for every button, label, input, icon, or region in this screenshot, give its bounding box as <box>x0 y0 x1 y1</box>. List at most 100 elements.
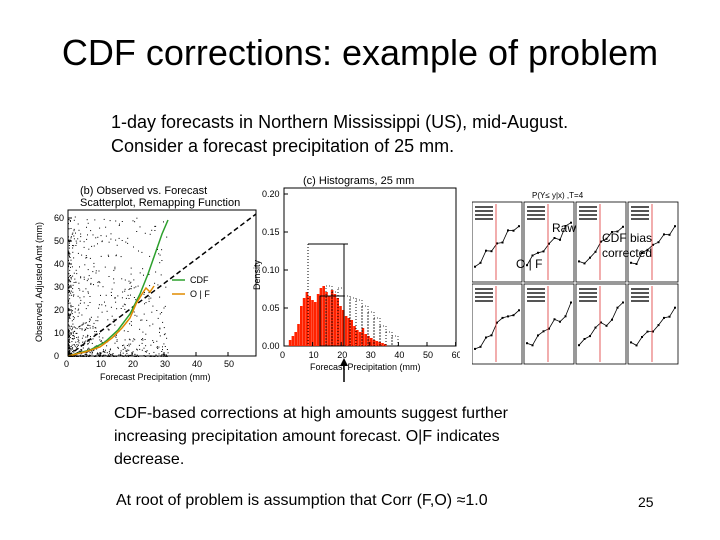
scatter-point <box>123 356 125 357</box>
scatter-point <box>70 220 71 222</box>
scatter-point <box>80 277 82 279</box>
scatter-point <box>69 351 71 353</box>
scatter-point <box>141 339 143 341</box>
scatter-point <box>86 354 88 356</box>
scatter-point <box>68 330 70 332</box>
scatter-point <box>76 352 78 353</box>
scatter-point <box>68 340 70 342</box>
scatter-point <box>71 320 73 322</box>
scatter-point <box>68 348 69 350</box>
scatter-y-ticks: 0 10 20 30 40 50 60 <box>54 213 72 361</box>
histogram-bar <box>339 306 342 346</box>
scatter-point <box>118 225 120 226</box>
scatter-point <box>126 349 128 351</box>
mini-plot-point <box>570 221 572 224</box>
scatter-point <box>101 355 103 357</box>
scatter-point <box>159 313 161 315</box>
scatter-point <box>130 321 132 323</box>
scatter-point <box>78 355 80 357</box>
scatter-point <box>88 347 90 349</box>
scatter-point <box>153 351 155 353</box>
body-line-2: increasing precipitation amount forecast… <box>114 428 500 445</box>
scatter-point <box>98 336 100 338</box>
scatter-point <box>135 286 137 288</box>
scatter-point <box>80 233 82 235</box>
scatter-point <box>68 330 70 332</box>
scatter-point <box>121 221 123 222</box>
y-tick-label: 60 <box>54 213 64 223</box>
y-tick-label: 20 <box>54 305 64 315</box>
scatter-point <box>83 276 85 278</box>
scatter-point <box>81 349 83 351</box>
subtitle-line-2: Consider a forecast precipitation of 25 … <box>111 136 455 156</box>
y-tick-label: 0 <box>54 351 59 361</box>
histogram-bar <box>361 328 365 346</box>
scatter-point <box>155 271 157 273</box>
scatter-point <box>73 282 75 283</box>
scatter-point <box>154 230 156 231</box>
scatter-point <box>152 323 154 325</box>
scatter-point <box>72 247 74 249</box>
scatter-point <box>70 259 72 261</box>
scatter-point <box>71 344 73 346</box>
scatter-point <box>110 291 112 293</box>
scatter-point <box>68 318 69 320</box>
legend-cdf-label: CDF <box>190 275 209 285</box>
scatter-point <box>132 351 134 353</box>
scatter-point <box>109 349 111 351</box>
scatter-point <box>82 341 84 343</box>
mini-plot-text <box>579 292 597 294</box>
scatter-point <box>104 301 105 303</box>
scatter-point <box>68 313 70 315</box>
scatter-point <box>132 340 134 342</box>
scatter-point <box>109 352 111 354</box>
scatter-point <box>122 348 124 350</box>
scatter-point <box>68 347 70 349</box>
scatter-point <box>73 349 75 351</box>
scatter-point <box>73 272 75 274</box>
scatter-point <box>149 285 151 287</box>
scatter-point <box>93 322 95 324</box>
scatter-point <box>90 339 92 341</box>
scatter-point <box>71 329 73 331</box>
scatter-point <box>116 244 118 246</box>
scatter-point <box>83 341 85 343</box>
scatter-point <box>80 349 82 351</box>
histogram-xlabel: Forecast Precipitation (mm) <box>310 362 421 372</box>
mini-plot-text <box>631 210 649 212</box>
scatter-point <box>70 313 72 315</box>
scatter-point <box>126 345 128 346</box>
scatter-point <box>69 294 71 296</box>
scatter-point <box>77 338 79 340</box>
scatter-point <box>117 347 119 349</box>
scatter-point <box>78 312 80 314</box>
scatter-point <box>107 354 109 356</box>
scatter-point <box>124 304 126 306</box>
scatter-point <box>72 338 74 340</box>
scatter-point <box>76 337 78 338</box>
scatter-point <box>72 335 74 337</box>
scatter-point <box>85 329 87 330</box>
scatter-point <box>139 226 141 228</box>
mini-plot-point <box>578 344 580 347</box>
scatter-point <box>111 288 113 290</box>
scatter-point <box>87 348 88 350</box>
scatter-point <box>89 327 91 329</box>
scatter-point <box>110 323 112 325</box>
scatter-point <box>68 347 69 349</box>
scatter-point <box>69 257 71 258</box>
scatter-point <box>164 333 166 335</box>
scatter-point <box>136 315 138 317</box>
scatter-point <box>84 353 86 355</box>
histogram-bars <box>288 286 387 346</box>
scatter-point <box>108 255 110 257</box>
cdf-bias-label: CDF bias <box>602 231 652 245</box>
scatter-point <box>68 339 70 341</box>
scatter-point <box>88 348 90 350</box>
scatter-point <box>68 236 69 238</box>
scatter-point <box>68 320 69 322</box>
scatter-point <box>93 284 94 286</box>
scatter-point <box>132 220 134 222</box>
scatter-point <box>100 353 102 355</box>
scatter-point <box>143 292 145 293</box>
